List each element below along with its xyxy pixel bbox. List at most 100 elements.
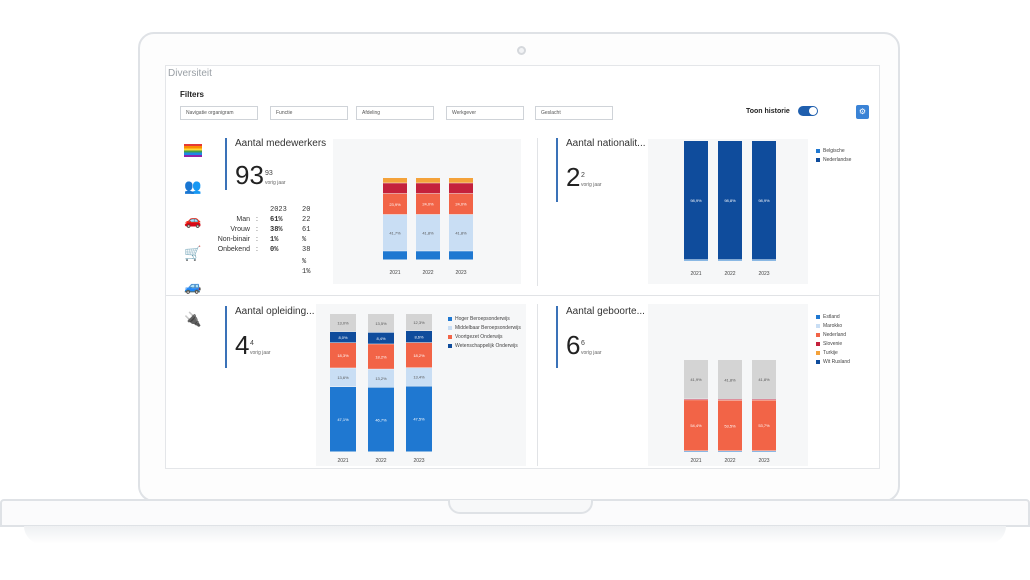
bar-segment-belgische[interactable] <box>718 259 742 261</box>
x-tick-label: 2021 <box>690 271 701 277</box>
bar-segment-middelbaar-beroepsonderwijs[interactable] <box>330 368 356 387</box>
legend-swatch <box>816 324 820 328</box>
data-label: 41,8% <box>422 230 434 235</box>
bar-segment-blue[interactable] <box>449 251 473 260</box>
legend-item[interactable]: Belgische <box>816 148 851 154</box>
bar-segment-light[interactable] <box>383 214 407 251</box>
x-tick-label: 2022 <box>375 458 386 464</box>
filter-geslacht[interactable]: Geslacht <box>535 106 613 120</box>
bar-segment-middelbaar-beroepsonderwijs[interactable] <box>368 369 394 388</box>
bar-segment-nederland[interactable] <box>752 400 776 451</box>
legend-item[interactable]: Nederlandse <box>816 157 851 163</box>
bar-segment-wetenschappelijk-onderwijs[interactable] <box>368 332 394 344</box>
bar-segment-slovenie[interactable] <box>684 399 708 400</box>
bar-segment-middelbaar-beroepsonderwijs[interactable] <box>406 367 432 386</box>
bar-segment-hoger-beroepsonderwijs[interactable] <box>368 387 394 452</box>
legend-label: Hoger Beroepsonderwijs <box>455 316 510 322</box>
bar-segment-nederland[interactable] <box>684 400 708 451</box>
legend-label: Turkije <box>823 350 838 356</box>
bar-segment-light[interactable] <box>449 214 473 251</box>
bar-segment-overig[interactable] <box>330 314 356 332</box>
legend-label: Wetenschappelijk Onderwijs <box>455 343 518 349</box>
legend-item[interactable]: Marokko <box>816 323 850 329</box>
legend-item[interactable]: Slovenie <box>816 341 850 347</box>
kpi-value: 4 <box>235 330 250 360</box>
filter-functie[interactable]: Functie <box>270 106 348 120</box>
bar-segment-red[interactable] <box>383 193 407 215</box>
kpi-accent-bar <box>556 138 558 202</box>
bar-segment-darkred[interactable] <box>449 183 473 194</box>
legend-item[interactable]: Estland <box>816 314 850 320</box>
kpi-accent-bar <box>556 306 558 368</box>
bar-segment-blue[interactable] <box>416 251 440 260</box>
bar-segment-nederlandse[interactable] <box>718 141 742 260</box>
bar-segment-red[interactable] <box>416 193 440 215</box>
bar-segment-marokko[interactable] <box>684 360 708 399</box>
x-tick-label: 2022 <box>724 458 735 464</box>
bar-segment-estland[interactable] <box>718 451 742 452</box>
bar-segment-hoger-beroepsonderwijs[interactable] <box>330 387 356 452</box>
bar-segment-estland[interactable] <box>752 451 776 452</box>
data-label: 54,4% <box>690 423 702 428</box>
legend-swatch <box>448 326 452 330</box>
car-icon-2: 🚙 <box>184 278 202 294</box>
toggle-history-switch[interactable] <box>798 106 818 116</box>
bar-segment-orange[interactable] <box>383 178 407 183</box>
bar-segment-orange[interactable] <box>449 178 473 183</box>
bar-segment-slovenie[interactable] <box>718 399 742 401</box>
bar-segment-marokko[interactable] <box>718 360 742 400</box>
bar-segment-estland[interactable] <box>684 451 708 452</box>
legend-swatch <box>448 344 452 348</box>
filter-navigatie-organigram[interactable]: Navigatie organigram <box>180 106 258 120</box>
data-label: 41,8% <box>758 377 770 382</box>
legend-label: Nederland <box>823 332 847 338</box>
data-label: 13,6% <box>337 375 349 380</box>
settings-icon[interactable]: ⚙ <box>856 105 869 119</box>
bar-segment-belgische[interactable] <box>684 259 708 261</box>
bar-segment-marokko[interactable] <box>752 360 776 399</box>
data-label: 46,7% <box>375 417 387 422</box>
bar-segment-voortgezet-onderwijs[interactable] <box>330 342 356 368</box>
bar-segment-wetenschappelijk-onderwijs[interactable] <box>406 330 432 343</box>
legend-item[interactable]: Voortgezet Onderwijs <box>448 334 512 340</box>
kpi-prev-value: 6 <box>581 340 585 347</box>
data-label: 18,2% <box>375 354 387 359</box>
data-label: 41,8% <box>724 377 736 382</box>
bar-segment-light[interactable] <box>416 214 440 251</box>
data-label: 41,7% <box>389 231 401 236</box>
bar-segment-blue[interactable] <box>383 251 407 260</box>
bar-segment-nederlandse[interactable] <box>684 141 708 260</box>
bar-segment-overig[interactable] <box>368 314 394 333</box>
legend-item[interactable]: Wit Rusland <box>816 359 850 365</box>
bar-segment-voortgezet-onderwijs[interactable] <box>406 342 432 368</box>
bar-segment-nederland[interactable] <box>718 400 742 451</box>
bar-segment-darkred[interactable] <box>416 183 440 194</box>
legend-item[interactable]: Turkije <box>816 350 850 356</box>
bar-segment-red[interactable] <box>449 193 473 215</box>
bar-segment-slovenie[interactable] <box>752 399 776 400</box>
data-label: 8,0% <box>338 335 348 340</box>
breakdown-year2: 20 <box>302 206 311 214</box>
bar-segment-voortgezet-onderwijs[interactable] <box>368 344 394 369</box>
legend-item[interactable]: Hoger Beroepsonderwijs <box>448 316 512 322</box>
bar-segment-overig[interactable] <box>406 314 432 331</box>
legend-nationaliteiten: Belgische Nederlandse <box>816 148 851 166</box>
data-label: 8,4% <box>376 336 386 341</box>
filter-afdeling[interactable]: Afdeling <box>356 106 434 120</box>
plug-icon: 🔌 <box>184 311 202 327</box>
legend-label: Voortgezet Onderwijs <box>455 334 503 340</box>
bar-segment-wetenschappelijk-onderwijs[interactable] <box>330 331 356 343</box>
bar-segment-darkred[interactable] <box>383 183 407 194</box>
kpi-prev-label: vorig jaar <box>265 180 286 186</box>
legend-geboorte: Estland Marokko Nederland Slovenie Turkije Wi… <box>816 314 850 368</box>
legend-item[interactable]: Middelbaar Beroepsonderwijs <box>448 325 521 331</box>
legend-item[interactable]: Nederland <box>816 332 850 338</box>
bar-segment-orange[interactable] <box>416 178 440 183</box>
bar-segment-hoger-beroepsonderwijs[interactable] <box>406 386 432 452</box>
filter-werkgever[interactable]: Werkgever <box>446 106 524 120</box>
bar-segment-belgische[interactable] <box>752 259 776 261</box>
legend-item[interactable]: Wetenschappelijk Onderwijs <box>448 343 518 349</box>
chart-geboorte: 54,4% 41,9% 2021 53,5% 41,8% 2022 53,7% 41,8% 20… <box>684 360 776 464</box>
bar-segment-nederlandse[interactable] <box>752 141 776 260</box>
